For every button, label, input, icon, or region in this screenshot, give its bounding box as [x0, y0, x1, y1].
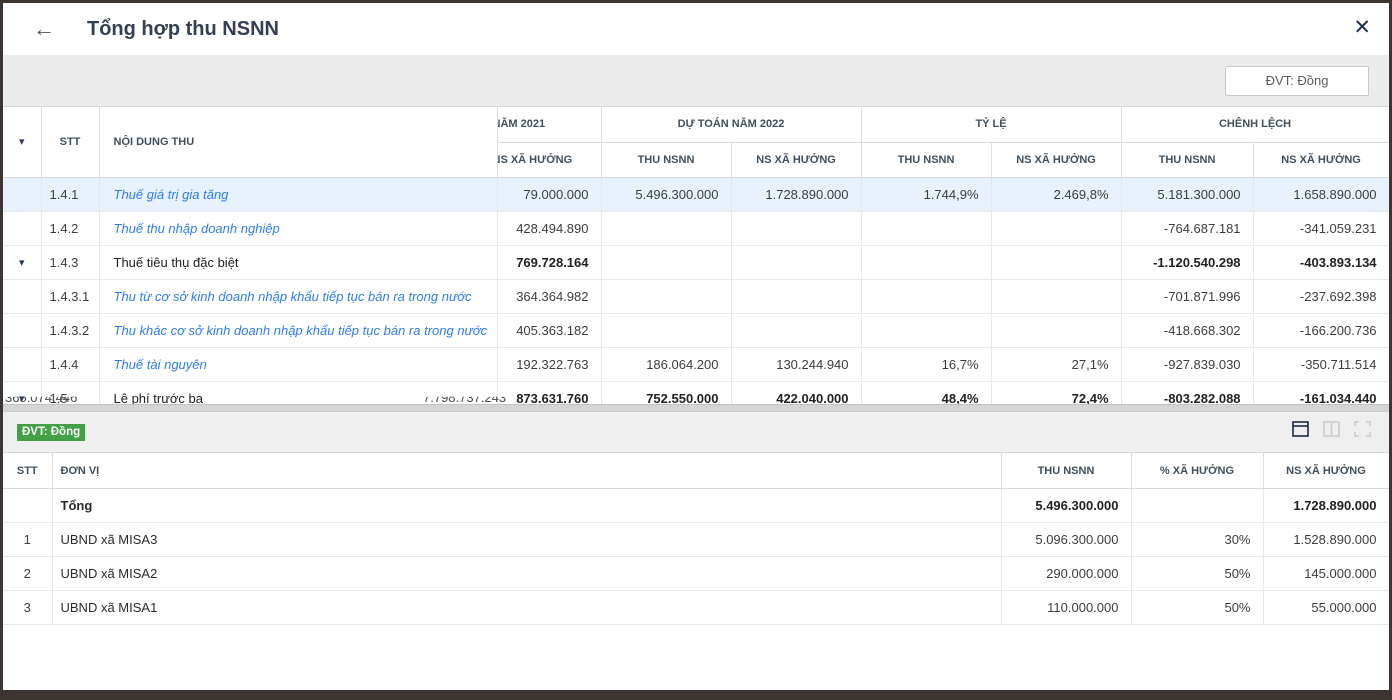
table-row[interactable]: 1.4.1 Thuế giá trị gia tăng 79.000.000 5…: [3, 177, 1389, 212]
cell-stt: 1.4.1: [41, 177, 100, 212]
col-header-ns-xa-huong-cl: NS XÃ HƯỞNG: [1253, 142, 1389, 178]
revenue-item-link[interactable]: Thu từ cơ sở kinh doanh nhập khẩu tiếp t…: [113, 288, 472, 304]
col-header-stt: STT: [41, 107, 100, 178]
cell-stt: 1.4.2: [41, 211, 100, 246]
table-row[interactable]: 1.4.3.2 Thu khác cơ sở kinh doanh nhập k…: [3, 313, 1389, 348]
revenue-item-link[interactable]: Thu khác cơ sở kinh doanh nhập khẩu tiếp…: [113, 322, 488, 338]
table-row[interactable]: 2 UBND xã MISA2 290.000.000 50% 145.000.…: [3, 556, 1389, 591]
unit-button[interactable]: ĐVT: Đồng: [1225, 65, 1369, 96]
group-header-du-toan-2022: DỰ TOÁN NĂM 2022: [601, 107, 862, 143]
col-header-ns-xa-huong-tl: NS XÃ HƯỞNG: [991, 142, 1122, 178]
table-row[interactable]: 1 UBND xã MISA3 5.096.300.000 30% 1.528.…: [3, 522, 1389, 557]
cell-stt: 3: [3, 590, 53, 625]
group-header-ty-le: TỶ LỆ: [861, 107, 1122, 143]
col-header-thu-nsnn: THU NSNN: [1001, 452, 1132, 489]
revenue-item-link[interactable]: Thuế tài nguyên: [113, 356, 207, 372]
cell-don-vi: UBND xã MISA3: [52, 522, 1002, 557]
cell-stt: 2: [3, 556, 53, 591]
cell-don-vi: UBND xã MISA2: [52, 556, 1002, 591]
revenue-item-link[interactable]: Thuế thu nhập doanh nghiệp: [113, 220, 280, 236]
group-header-chenh-lech: CHÊNH LỆCH: [1121, 107, 1389, 143]
unit-label: ĐVT: Đồng: [17, 423, 86, 441]
split-horizontal-icon[interactable]: [1292, 421, 1309, 437]
cell-stt: 1.4.3.1: [41, 279, 100, 314]
col-header-thu-nsnn-tl: THU NSNN: [861, 142, 992, 178]
row-expander-icon[interactable]: ▾: [3, 245, 42, 280]
table-row[interactable]: 3 UBND xã MISA1 110.000.000 50% 55.000.0…: [3, 590, 1389, 625]
col-header-pct-xa-huong: % XÃ HƯỞNG: [1131, 452, 1264, 489]
panel-splitter[interactable]: [3, 404, 1389, 412]
table-row[interactable]: 1.4.4 Thuế tài nguyên 192.322.763 186.06…: [3, 347, 1389, 382]
table-row[interactable]: ▾ 1.5 Lệ phí trước bạ 873.631.760 752.55…: [3, 381, 1389, 404]
cell-stt: 1: [3, 522, 53, 557]
revenue-table: ▾ STT NỘI DUNG THU NĂM 2021 DỰ TOÁN NĂM …: [3, 106, 1389, 404]
col-header-ns-xa-huong-2021: NS XÃ HƯỞNG: [497, 142, 602, 178]
page-title: Tổng hợp thu NSNN: [87, 17, 279, 40]
allocation-table: STT ĐƠN VỊ THU NSNN % XÃ HƯỞNG NS XÃ HƯỞ…: [3, 452, 1389, 625]
col-header-don-vi: ĐƠN VỊ: [52, 452, 1002, 489]
back-icon[interactable]: ←: [33, 16, 55, 41]
revenue-item-link[interactable]: Thuế giá trị gia tăng: [113, 186, 229, 202]
revenue-item-label: Thuế tiêu thụ đặc biệt: [99, 245, 498, 280]
empty-area: [3, 625, 1389, 690]
table-row[interactable]: 1.4.2 Thuế thu nhập doanh nghiệp 428.494…: [3, 211, 1389, 246]
expand-all-control[interactable]: ▾: [3, 107, 42, 178]
cell-stt: 1.5: [41, 381, 100, 404]
revenue-item-label: Lệ phí trước bạ: [99, 381, 498, 404]
fullscreen-icon[interactable]: [1354, 421, 1371, 437]
total-row[interactable]: Tổng 5.496.300.000 1.728.890.000: [3, 488, 1389, 523]
group-header-nam-2021: NĂM 2021: [497, 107, 602, 143]
row-expander-icon[interactable]: ▾: [3, 381, 42, 404]
cell-stt: 1.4.3: [41, 245, 100, 280]
cell-don-vi: UBND xã MISA1: [52, 590, 1002, 625]
col-header-thu-nsnn-cl: THU NSNN: [1121, 142, 1254, 178]
titlebar: ← Tổng hợp thu NSNN ✕: [3, 3, 1389, 55]
allocation-panel-bar: ĐVT: Đồng: [3, 412, 1389, 452]
close-icon[interactable]: ✕: [1353, 16, 1371, 39]
col-header-ns-xa-huong: NS XÃ HƯỞNG: [1263, 452, 1389, 489]
cell-stt: 1.4.3.2: [41, 313, 100, 348]
col-header-thu-nsnn-dt: THU NSNN: [601, 142, 732, 178]
cell-don-vi: Tổng: [52, 488, 1002, 523]
table-row[interactable]: 1.4.3.1 Thu từ cơ sở kinh doanh nhập khẩ…: [3, 279, 1389, 314]
col-header-noi-dung-thu: NỘI DUNG THU: [99, 107, 498, 178]
table-row[interactable]: ▾ 1.4.3 Thuế tiêu thụ đặc biệt 769.728.1…: [3, 245, 1389, 280]
split-vertical-icon[interactable]: [1323, 421, 1340, 437]
cell-stt: 1.4.4: [41, 347, 100, 382]
col-header-ns-xa-huong-dt: NS XÃ HƯỞNG: [731, 142, 862, 178]
toolbar: ĐVT: Đồng: [3, 55, 1389, 106]
col-header-stt: STT: [3, 452, 53, 489]
